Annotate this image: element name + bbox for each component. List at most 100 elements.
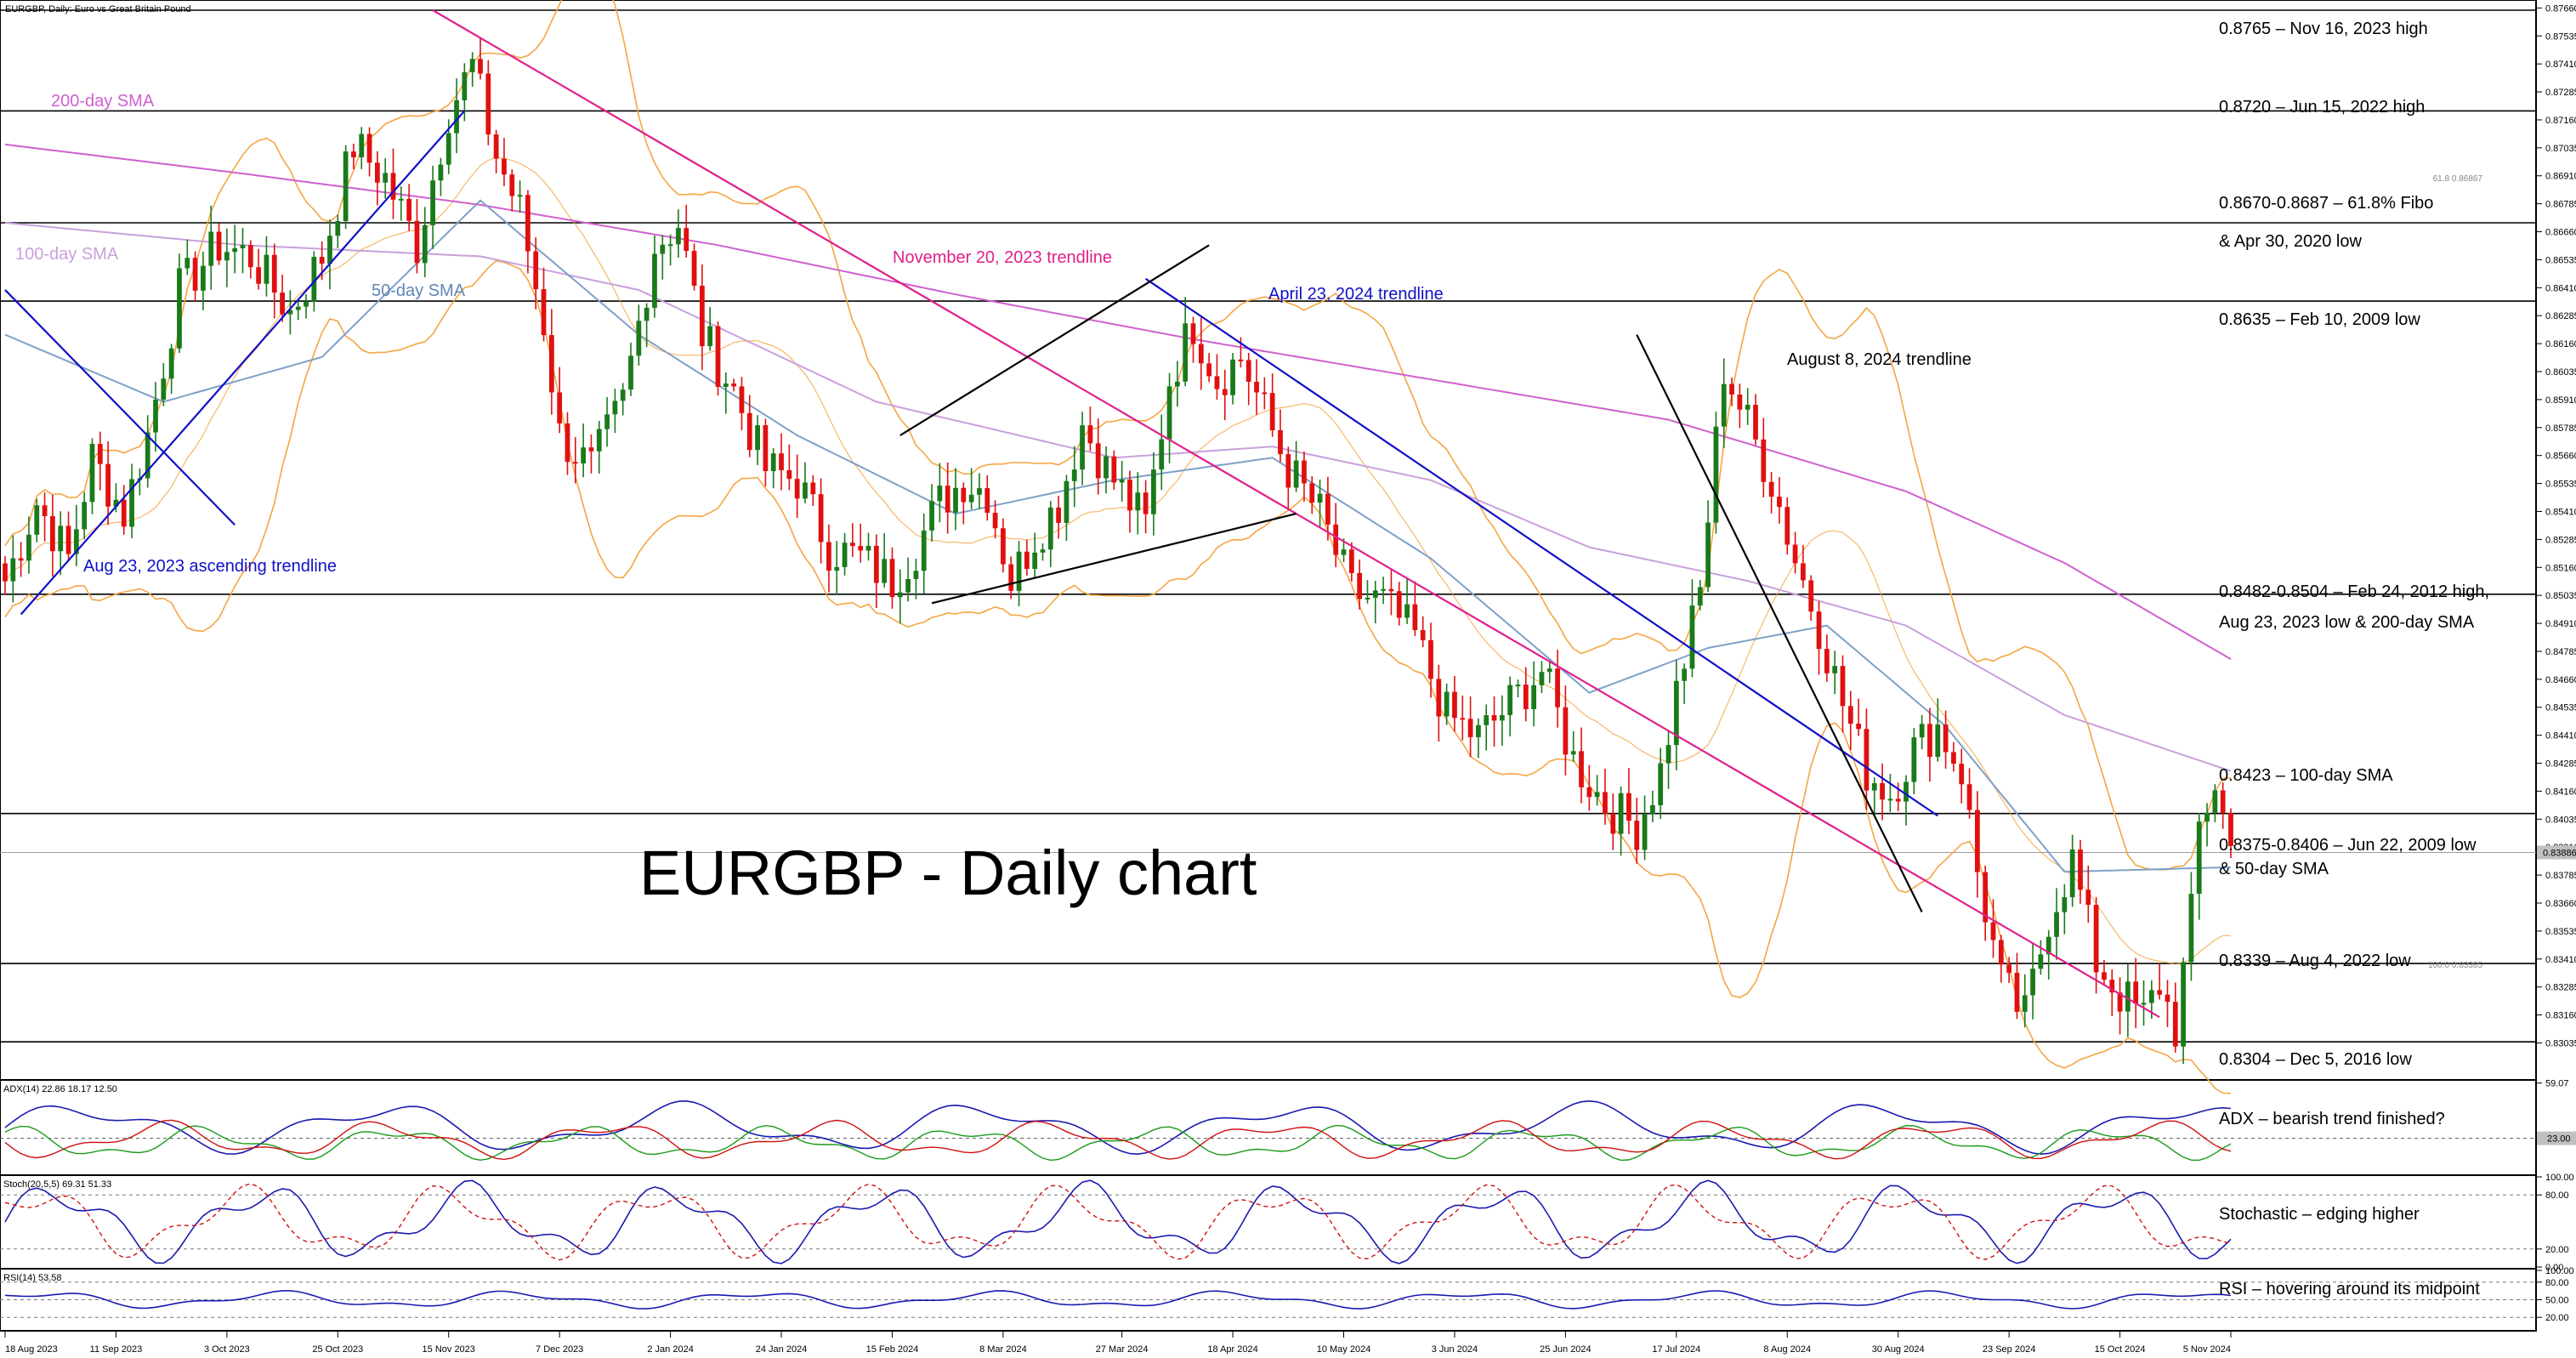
candle-body-182 xyxy=(1444,691,1450,717)
candle-body-266 xyxy=(2109,980,2115,993)
y-tick-label-1: 0.87535 xyxy=(2545,31,2576,42)
candle-body-209 xyxy=(1658,763,1664,805)
candle-body-116 xyxy=(921,530,927,571)
aug8-trendline-label: August 8, 2024 trendline xyxy=(1787,350,1972,369)
candle-body-118 xyxy=(937,486,943,502)
candle-body-109 xyxy=(865,545,871,551)
candle-body-67 xyxy=(533,251,539,290)
candle-body-257 xyxy=(2038,954,2044,969)
candle-body-243 xyxy=(1927,724,1932,758)
candle-body-172 xyxy=(1365,597,1370,599)
y-tick-label-10: 0.86410 xyxy=(2545,283,2576,293)
candle-body-13 xyxy=(105,463,111,507)
candle-body-81 xyxy=(644,307,650,321)
stoch-panel-frame xyxy=(0,1174,2537,1270)
candle-body-66 xyxy=(525,195,531,252)
stoch-tick-3-label: 0.00 xyxy=(2545,1263,2563,1273)
candle-body-5 xyxy=(42,505,48,517)
candle-body-23 xyxy=(184,258,190,269)
candle-body-110 xyxy=(873,545,879,583)
y-tick-label-25: 0.84535 xyxy=(2545,703,2576,713)
level-label-6: 0.8375-0.8406 – Jun 22, 2009 low xyxy=(2219,836,2477,855)
x-tick-label-18: 23 Sep 2024 xyxy=(1983,1344,2035,1355)
candle-body-277 xyxy=(2196,821,2202,895)
candle-body-38 xyxy=(304,301,309,307)
stoch-tick-0-label: 100.00 xyxy=(2545,1173,2574,1183)
y-tick-label-28: 0.84160 xyxy=(2545,787,2576,797)
sma50-label: 50-day SMA xyxy=(372,281,466,300)
level-label-7: 0.8339 – Aug 4, 2022 low xyxy=(2219,952,2411,970)
candle-body-91 xyxy=(723,384,729,388)
candle-body-19 xyxy=(153,399,158,433)
candle-body-103 xyxy=(818,494,824,543)
candle-body-59 xyxy=(469,59,475,72)
candle-body-207 xyxy=(1642,814,1648,850)
candle-body-160 xyxy=(1269,393,1275,430)
adx-panel-frame xyxy=(0,1079,2537,1176)
candle-body-92 xyxy=(731,384,737,387)
candle-body-133 xyxy=(1056,507,1062,523)
candle-body-256 xyxy=(2030,969,2035,996)
candle-body-77 xyxy=(612,401,618,415)
candle-body-205 xyxy=(1626,793,1631,821)
candle-body-136 xyxy=(1080,425,1085,470)
y-tick-label-16: 0.85660 xyxy=(2545,452,2576,462)
candle-body-24 xyxy=(192,258,198,291)
candle-body-192 xyxy=(1523,685,1529,710)
candle-body-123 xyxy=(977,488,982,495)
candle-body-2 xyxy=(18,558,24,561)
candle-body-217 xyxy=(1721,384,1727,427)
candle-body-44 xyxy=(351,151,356,158)
price-y-axis: 0.87660 0.87535 0.87410 0.87285 0.87160 0.870… xyxy=(2536,3,2576,1048)
candle-body-111 xyxy=(882,559,888,583)
candle-body-149 xyxy=(1183,323,1189,382)
candle-body-223 xyxy=(1768,481,1774,497)
candle-body-97 xyxy=(770,453,776,472)
bollinger-upper xyxy=(4,0,2232,871)
candle-body-153 xyxy=(1214,376,1220,389)
stoch-d-line xyxy=(4,1183,2232,1261)
adx-main-line xyxy=(4,1099,2232,1156)
sma100-label: 100-day SMA xyxy=(15,245,119,264)
candle-body-4 xyxy=(34,505,40,535)
stoch-k-line xyxy=(4,1179,2232,1264)
candle-body-211 xyxy=(1673,680,1679,746)
candle-body-85 xyxy=(676,228,681,245)
y-tick-label-6: 0.86910 xyxy=(2545,172,2576,182)
sma50-line xyxy=(4,199,2232,873)
candle-body-249 xyxy=(1974,810,1980,872)
candle-body-125 xyxy=(992,513,998,529)
candle-body-33 xyxy=(264,254,270,284)
candle-body-54 xyxy=(430,180,435,225)
bollinger-middle xyxy=(4,156,2232,965)
candle-body-51 xyxy=(406,198,412,221)
candle-body-193 xyxy=(1531,685,1537,710)
candle-body-179 xyxy=(1420,630,1426,640)
sma200-label: 200-day SMA xyxy=(51,92,155,111)
candle-body-55 xyxy=(438,164,444,181)
candle-body-148 xyxy=(1174,381,1180,387)
candle-body-190 xyxy=(1507,685,1513,715)
candle-body-163 xyxy=(1293,460,1299,488)
candle-body-279 xyxy=(2212,790,2218,813)
candle-body-34 xyxy=(271,254,277,293)
candle-body-251 xyxy=(1990,922,1996,940)
y-tick-label-15: 0.85785 xyxy=(2545,423,2576,434)
y-tick-label-5: 0.87035 xyxy=(2545,144,2576,154)
candle-body-87 xyxy=(691,251,697,286)
candle-body-32 xyxy=(256,267,262,284)
candle-body-173 xyxy=(1372,590,1378,598)
y-tick-label-34: 0.83410 xyxy=(2545,955,2576,965)
candle-body-95 xyxy=(755,425,760,451)
y-tick-label-9: 0.86535 xyxy=(2545,255,2576,265)
candle-body-233 xyxy=(1847,706,1853,724)
candle-body-16 xyxy=(129,479,134,527)
y-tick-label-24: 0.84660 xyxy=(2545,675,2576,685)
candle-body-79 xyxy=(628,355,633,390)
candle-body-80 xyxy=(636,321,642,356)
sma100-line xyxy=(4,222,2232,772)
candle-body-167 xyxy=(1325,493,1331,525)
x-tick-label-3: 25 Oct 2023 xyxy=(312,1344,363,1355)
candle-body-56 xyxy=(445,133,451,165)
candle-body-89 xyxy=(707,326,713,347)
